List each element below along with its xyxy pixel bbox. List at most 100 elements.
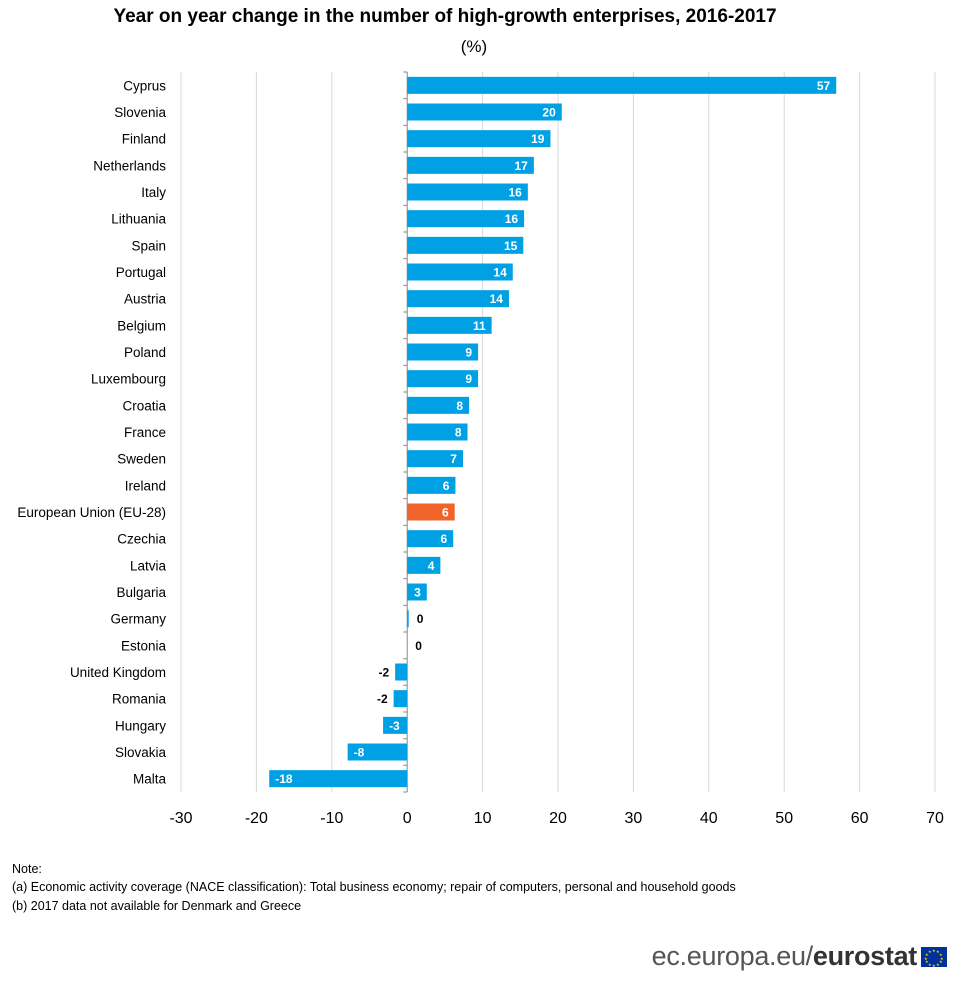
eu-flag-icon: ★ ★ ★ ★ ★ ★ ★ ★ ★ ★ ★ ★ — [921, 947, 947, 968]
bar — [407, 343, 479, 361]
bar — [407, 76, 837, 94]
category-label: Slovakia — [115, 745, 167, 760]
bar — [407, 156, 534, 174]
bar — [395, 663, 408, 681]
bar — [407, 210, 525, 228]
data-label: -2 — [377, 692, 388, 706]
bar — [407, 316, 492, 334]
bar — [407, 183, 528, 201]
data-label: -2 — [378, 666, 389, 680]
x-tick-label: 10 — [474, 810, 492, 827]
category-label: Ireland — [125, 478, 166, 493]
category-label: United Kingdom — [70, 665, 166, 680]
data-label: 17 — [515, 159, 529, 173]
category-label: Hungary — [115, 718, 166, 733]
data-label: 9 — [465, 372, 472, 386]
chart-title: Year on year change in the number of hig… — [113, 6, 777, 27]
bar — [407, 263, 513, 281]
category-label: Portugal — [116, 265, 166, 280]
note-heading: Note: — [12, 862, 42, 876]
x-tick-label: 60 — [851, 810, 869, 827]
bar — [407, 423, 468, 441]
bar — [407, 610, 409, 628]
x-tick-label: -10 — [320, 810, 343, 827]
x-tick-label: 30 — [625, 810, 643, 827]
data-label: 11 — [473, 319, 486, 333]
category-label: Sweden — [117, 452, 166, 467]
bar — [347, 743, 408, 761]
bar — [393, 690, 408, 708]
category-label: Netherlands — [93, 158, 166, 173]
data-label: 8 — [456, 399, 463, 413]
data-label: 20 — [542, 106, 556, 120]
data-label: 57 — [817, 79, 831, 93]
data-label: 0 — [417, 612, 424, 626]
data-label: 16 — [508, 186, 522, 200]
category-label: Romania — [112, 692, 167, 707]
eurostat-link[interactable]: ec.europa.eu/eurostat — [651, 941, 918, 972]
note-line-b: (b) 2017 data not available for Denmark … — [12, 899, 302, 913]
category-label: Slovenia — [114, 105, 166, 120]
bar — [407, 236, 524, 254]
x-tick-label: 0 — [403, 810, 412, 827]
category-label: European Union (EU-28) — [17, 505, 166, 520]
data-label: 16 — [505, 212, 519, 226]
data-label: 0 — [415, 639, 422, 653]
chart-subtitle: (%) — [460, 37, 488, 56]
bar — [407, 450, 463, 468]
category-label: Belgium — [117, 318, 166, 333]
data-label: 7 — [450, 452, 457, 466]
category-label: Estonia — [121, 638, 167, 653]
bar — [407, 476, 456, 494]
data-label: 6 — [441, 532, 448, 546]
category-label: Croatia — [122, 398, 166, 413]
bar — [383, 716, 408, 734]
category-label: Austria — [124, 292, 167, 307]
data-label: -8 — [354, 746, 365, 760]
category-label: France — [124, 425, 166, 440]
x-tick-label: 20 — [549, 810, 567, 827]
category-label: Bulgaria — [116, 585, 166, 600]
data-label: 6 — [443, 479, 450, 493]
note-line-a: (a) Economic activity coverage (NACE cla… — [12, 880, 736, 894]
category-label: Germany — [110, 612, 166, 627]
data-label: -18 — [275, 772, 293, 786]
brand-name: eurostat — [812, 941, 917, 971]
data-label: 19 — [531, 132, 545, 146]
category-label: Poland — [124, 345, 166, 360]
bar — [407, 556, 441, 574]
category-label: Latvia — [130, 558, 167, 573]
bar — [407, 130, 551, 148]
bar — [407, 290, 509, 308]
category-label: Lithuania — [111, 212, 166, 227]
bar — [407, 370, 479, 388]
category-label: Finland — [122, 132, 166, 147]
data-label: 3 — [414, 586, 421, 600]
data-label: 4 — [428, 559, 435, 573]
category-label: Luxembourg — [91, 372, 166, 387]
x-tick-label: -30 — [169, 810, 192, 827]
bar — [407, 396, 470, 414]
x-tick-label: 50 — [775, 810, 793, 827]
category-label: Malta — [133, 772, 167, 787]
x-tick-label: -20 — [245, 810, 268, 827]
bar — [407, 583, 427, 601]
x-tick-label: 40 — [700, 810, 718, 827]
bar — [407, 103, 562, 121]
data-label: 6 — [442, 506, 449, 520]
data-label: 8 — [455, 426, 462, 440]
data-label: 14 — [490, 292, 504, 306]
category-label: Czechia — [117, 532, 166, 547]
x-tick-label: 70 — [926, 810, 944, 827]
bar — [407, 530, 454, 548]
brand-prefix: ec.europa.eu/ — [651, 941, 814, 971]
data-label: -3 — [389, 719, 400, 733]
data-label: 9 — [465, 346, 472, 360]
category-label: Italy — [141, 185, 166, 200]
category-label: Spain — [131, 238, 166, 253]
bar — [269, 770, 408, 788]
bar — [407, 503, 455, 521]
data-label: 14 — [493, 266, 507, 280]
category-label: Cyprus — [123, 78, 166, 93]
